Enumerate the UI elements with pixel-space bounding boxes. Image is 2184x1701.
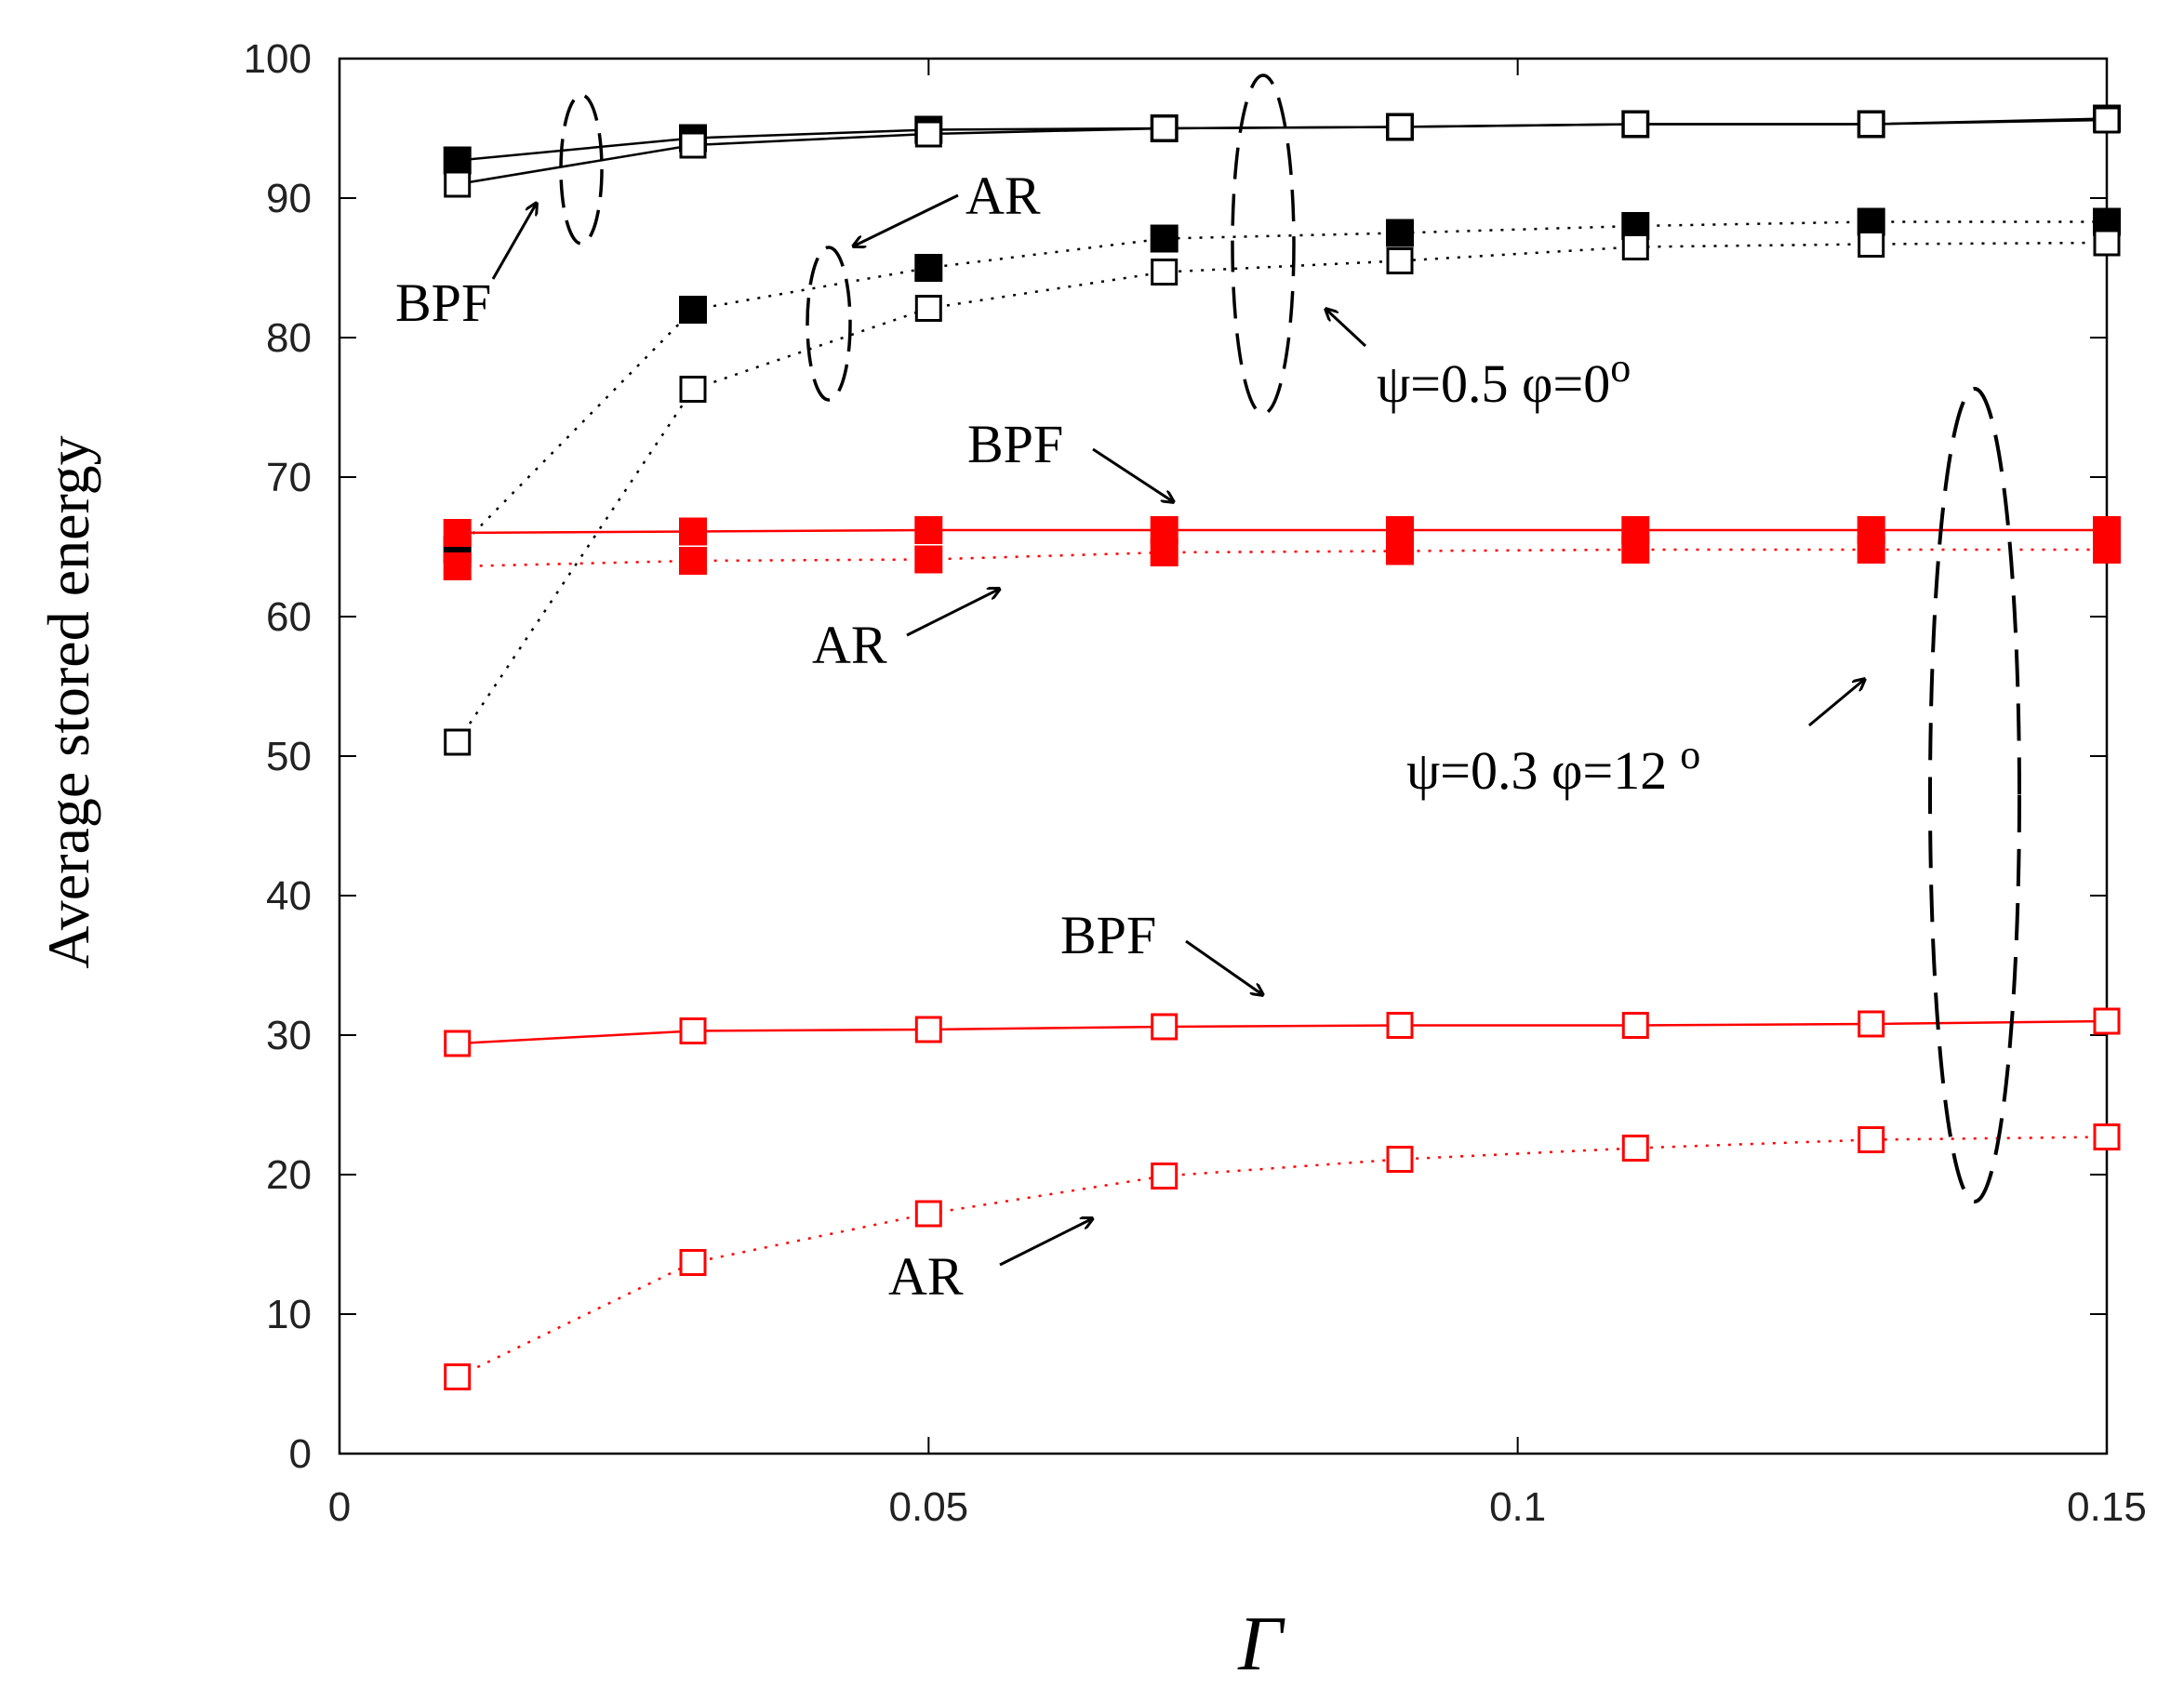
data-point-series-7 (1621, 1135, 1649, 1162)
annotation-ar-top: AR (965, 166, 1041, 226)
data-point-series-2 (1386, 219, 1414, 247)
series-layer (443, 104, 2121, 1390)
data-point-series-5 (1857, 536, 1885, 564)
series-line-1 (457, 118, 2108, 186)
data-point-series-6 (914, 1016, 942, 1043)
y-tick-label: 100 (244, 36, 312, 82)
data-point-series-3 (1621, 233, 1649, 260)
data-point-series-1 (1858, 111, 1885, 138)
x-tick-label: 0 (328, 1484, 351, 1530)
y-tick-label: 40 (266, 873, 312, 919)
data-point-series-2 (1857, 207, 1885, 236)
series-line-5 (457, 548, 2107, 568)
y-axis-label: Average stored energy (35, 435, 101, 968)
data-point-series-6 (444, 1030, 472, 1057)
data-point-series-3 (914, 295, 942, 322)
data-point-series-6 (679, 1017, 707, 1044)
y-tick-label: 30 (266, 1013, 312, 1058)
annotation-psi-top-superscript: o (1610, 345, 1631, 391)
data-point-series-5 (914, 545, 943, 574)
x-tick-label: 0.1 (1489, 1484, 1546, 1530)
arrow-ar-bottom (999, 1218, 1093, 1267)
data-point-series-5 (1386, 537, 1414, 565)
y-tick-label: 80 (266, 315, 312, 361)
x-axis-label: Γ (1237, 1601, 1285, 1687)
series-line-6 (457, 1019, 2108, 1045)
y-tick-label: 60 (266, 594, 312, 640)
data-point-series-1 (1386, 113, 1414, 140)
axis-ticks: 0 10 20 30 40 50 60 70 80 90 100 0 0.05 0.1 0.15 (244, 36, 2147, 1530)
data-point-series-7 (2093, 1123, 2121, 1150)
data-point-series-5 (1150, 538, 1179, 566)
arrow-bpf-bottom (1185, 939, 1263, 995)
data-point-series-7 (1151, 1163, 1179, 1189)
data-point-series-3 (679, 376, 707, 403)
data-point-series-3 (444, 728, 472, 756)
y-tick-label: 90 (266, 176, 312, 221)
annotation-psi-bottom-superscript: o (1680, 732, 1700, 777)
data-point-series-2 (1150, 224, 1179, 253)
annotation-ar-mid: AR (812, 615, 887, 675)
ellipse-psi-bottom (1928, 387, 2021, 1203)
data-point-series-7 (444, 1363, 472, 1390)
ellipse-ar-top (806, 246, 852, 402)
data-point-series-2 (679, 296, 707, 324)
data-point-series-3 (2093, 229, 2121, 257)
annotation-psi-top-text: ψ=0.5 φ=0 (1377, 353, 1610, 414)
ellipse-bpf-top (559, 93, 604, 246)
data-point-series-5 (1621, 536, 1650, 564)
ellipse-psi-top (1231, 73, 1296, 416)
data-point-series-5 (443, 552, 472, 580)
y-tick-label: 10 (266, 1292, 312, 1337)
data-point-series-7 (1858, 1126, 1885, 1153)
data-point-series-7 (679, 1249, 707, 1276)
annotation-ar-bottom: AR (888, 1246, 964, 1307)
arrow-bpf-top (491, 203, 537, 280)
data-point-series-5 (2093, 536, 2121, 564)
annotation-psi-top: ψ=0.5 φ=0o (1377, 345, 1631, 414)
arrow-psi-bottom (1808, 679, 1865, 727)
arrow-ar-top (853, 193, 959, 246)
x-tick-label: 0.05 (889, 1484, 969, 1530)
data-point-series-4 (679, 517, 707, 546)
annotation-bpf-bottom: BPF (1060, 905, 1156, 965)
y-tick-label: 0 (289, 1431, 312, 1477)
data-point-series-3 (1386, 247, 1414, 274)
data-point-series-6 (2093, 1007, 2121, 1035)
data-point-series-6 (1386, 1012, 1414, 1039)
arrow-bpf-mid (1092, 447, 1174, 502)
data-point-series-5 (679, 547, 707, 575)
annotation-psi-bottom-text: ψ=0.3 φ=12 (1406, 740, 1667, 801)
data-point-series-6 (1151, 1013, 1179, 1041)
data-point-series-1 (679, 131, 707, 159)
annotation-bpf-top: BPF (395, 272, 491, 333)
x-tick-label: 0.15 (2067, 1484, 2147, 1530)
data-point-series-6 (1858, 1010, 1885, 1038)
data-point-series-6 (1621, 1012, 1649, 1039)
arrow-ar-mid (906, 589, 1000, 637)
plot-area (338, 57, 2109, 1455)
y-tick-label: 20 (266, 1152, 312, 1198)
data-point-series-3 (1151, 259, 1179, 286)
data-point-series-0 (443, 146, 472, 175)
annotation-psi-bottom: ψ=0.3 φ=12 o (1406, 732, 1700, 801)
data-point-series-1 (914, 120, 942, 148)
data-point-series-4 (914, 516, 943, 544)
series-line-4 (457, 528, 2107, 535)
annotation-bpf-mid: BPF (967, 414, 1063, 474)
data-point-series-2 (914, 254, 943, 282)
y-tick-label: 70 (266, 455, 312, 500)
data-point-series-1 (1621, 111, 1649, 138)
data-point-series-4 (443, 519, 472, 547)
arrow-psi-top (1325, 309, 1367, 348)
series-line-7 (457, 1136, 2108, 1378)
y-tick-label: 50 (266, 734, 312, 779)
data-point-series-7 (914, 1200, 942, 1228)
data-point-series-1 (2093, 106, 2121, 134)
data-point-series-1 (444, 170, 472, 198)
data-point-series-3 (1858, 231, 1885, 258)
data-point-series-1 (1151, 114, 1179, 142)
data-point-series-7 (1386, 1146, 1414, 1173)
